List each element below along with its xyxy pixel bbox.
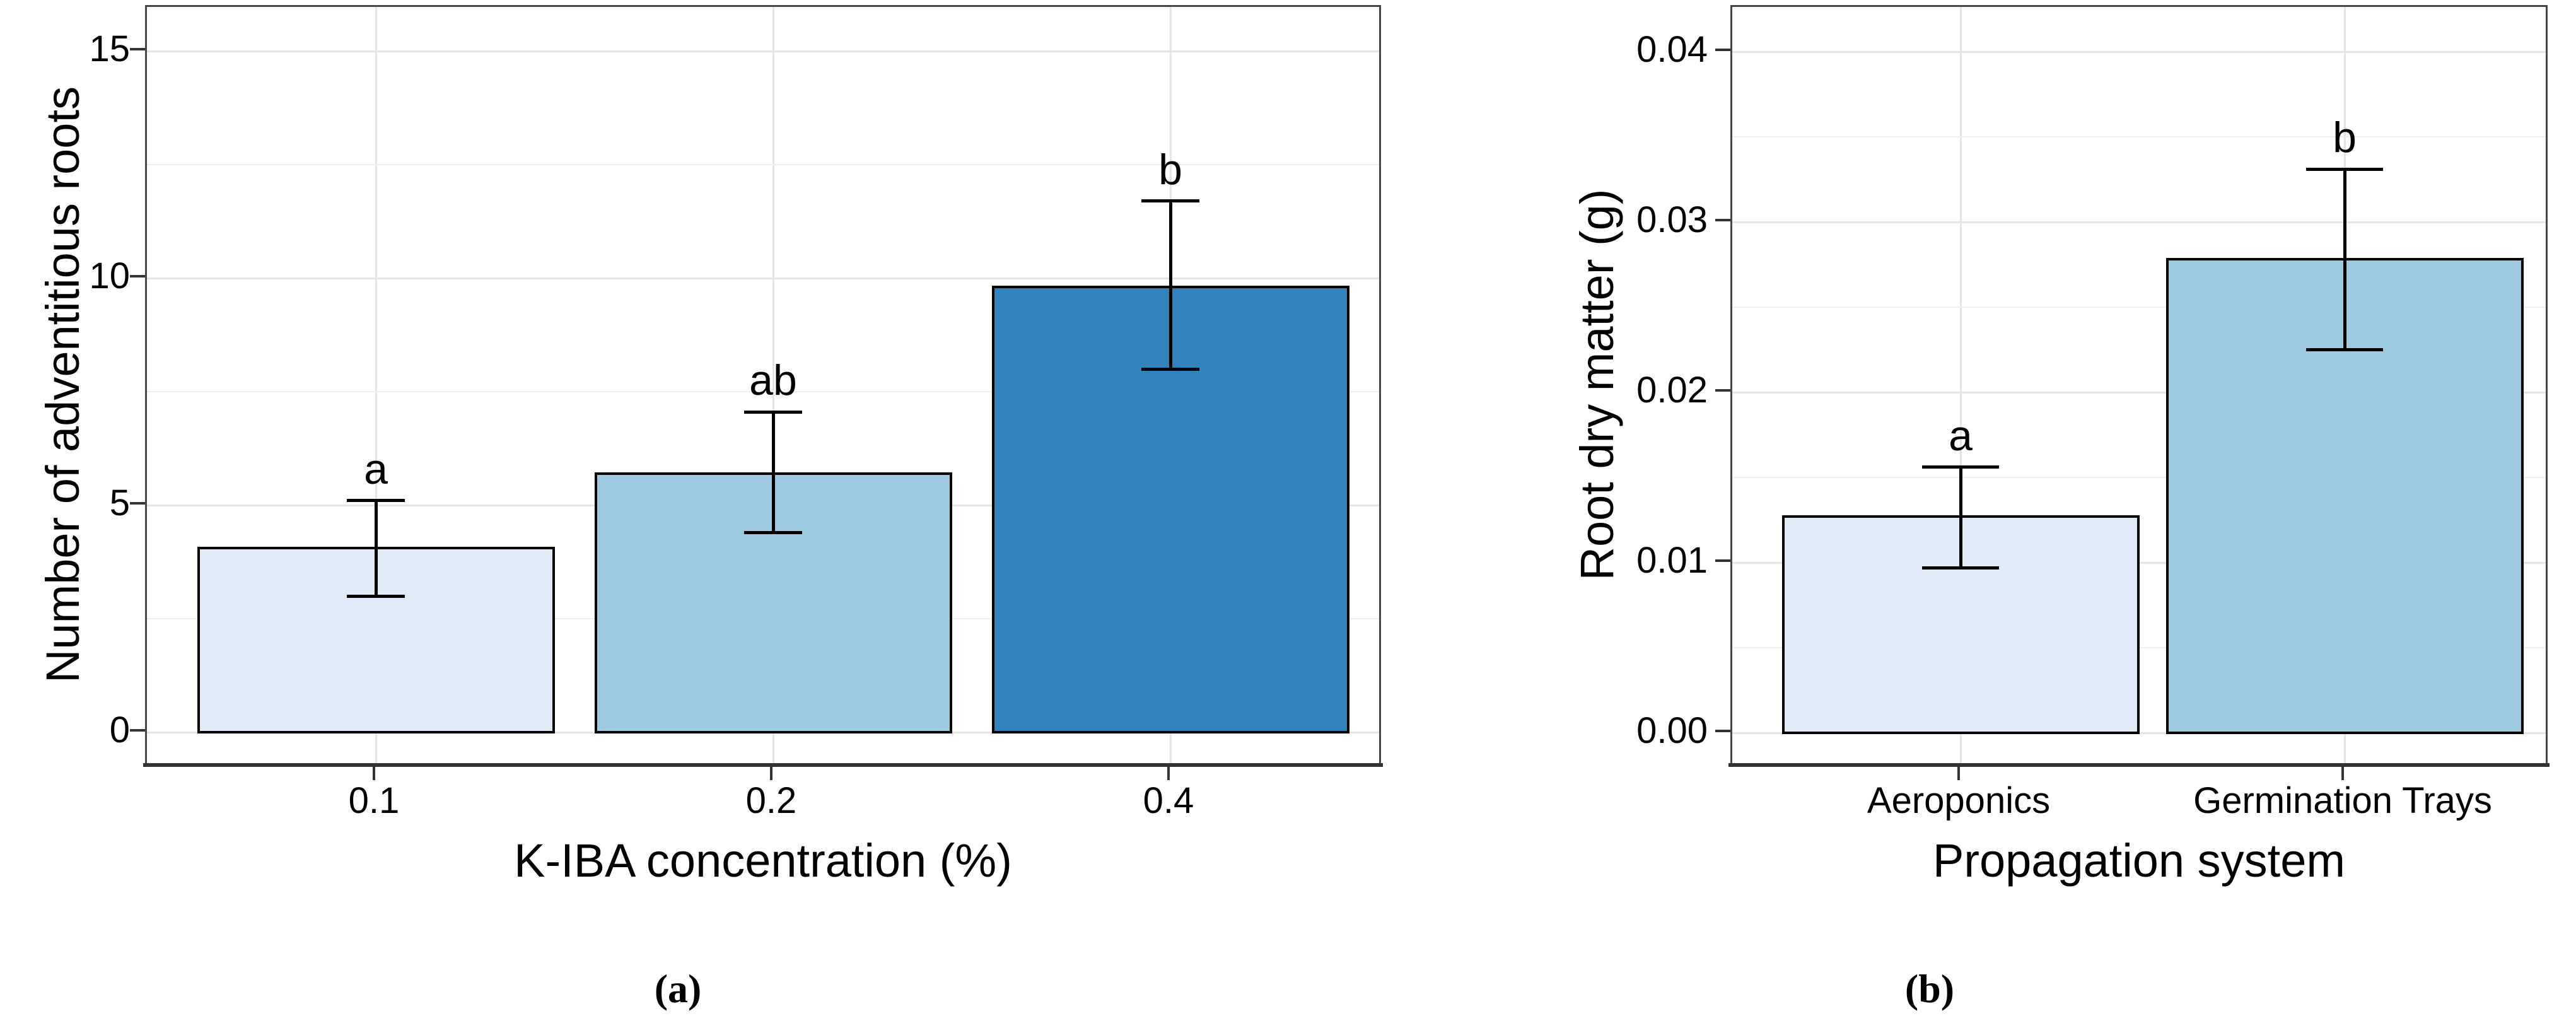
error-bar-cap-upper-Germination Trays — [2306, 167, 2383, 171]
gridline-major-y-10 — [147, 277, 1379, 279]
gridline-major-y-0.02 — [1732, 391, 2546, 394]
significance-letter-ab: ab — [749, 356, 797, 405]
x-tick-label-Germination Trays: Germination Trays — [2193, 780, 2492, 821]
x-tick-0.2 — [770, 765, 772, 780]
error-bar-cap-lower-Germination Trays — [2306, 348, 2383, 351]
gridline-minor-y-7.5 — [147, 391, 1379, 392]
y-tick-0.01 — [1715, 559, 1730, 562]
error-bar-cap-upper-0.2 — [744, 410, 802, 414]
x-tick-Aeroponics — [1957, 765, 1960, 780]
y-tick-10 — [130, 275, 145, 277]
error-bar-cap-lower-0.1 — [347, 594, 405, 598]
error-bar-line-0.2 — [771, 412, 775, 533]
y-tick-5 — [130, 502, 145, 505]
y-tick-label-0.04: 0.04 — [1636, 29, 1708, 70]
y-tick-15 — [130, 48, 145, 50]
x-tick-0.4 — [1167, 765, 1170, 780]
y-tick-0.03 — [1715, 219, 1730, 221]
x-tick-Germination Trays — [2341, 765, 2344, 780]
error-bar-line-0.4 — [1169, 201, 1172, 369]
error-bar-cap-lower-Aeroponics — [1922, 566, 1999, 569]
gridline-vertical-0.2 — [772, 7, 774, 763]
x-tick-label-0.1: 0.1 — [348, 780, 400, 821]
x-tick-label-0.2: 0.2 — [745, 780, 797, 821]
error-bar-cap-upper-0.1 — [347, 499, 405, 503]
y-tick-label-5: 5 — [109, 482, 130, 523]
y-tick-label-15: 15 — [89, 28, 130, 69]
y-tick-0.04 — [1715, 49, 1730, 51]
y-tick-label-0.03: 0.03 — [1636, 199, 1708, 240]
gridline-minor-y-0.025 — [1732, 307, 2546, 308]
y-tick-0.00 — [1715, 730, 1730, 732]
y-tick-0 — [130, 729, 145, 732]
gridline-major-y-0.04 — [1732, 50, 2546, 53]
error-bar-cap-upper-Aeroponics — [1922, 465, 1999, 469]
x-tick-label-0.4: 0.4 — [1143, 780, 1194, 821]
y-tick-label-0.02: 0.02 — [1636, 370, 1708, 411]
significance-letter-a: a — [1949, 411, 1973, 460]
y-tick-0.02 — [1715, 389, 1730, 392]
y-tick-label-10: 10 — [89, 255, 130, 296]
x-tick-0.1 — [373, 765, 375, 780]
panel-caption-a: (a) — [654, 966, 702, 1011]
error-bar-line-0.1 — [374, 500, 378, 596]
x-axis-line-panel-(a) — [143, 763, 1383, 767]
y-tick-label-0.01: 0.01 — [1636, 540, 1708, 581]
significance-letter-b: b — [1158, 145, 1182, 194]
gridline-major-y-15 — [147, 50, 1379, 52]
y-axis-title-panel-a: Number of adventitious roots — [37, 86, 89, 684]
significance-letter-a: a — [364, 445, 388, 493]
gridline-vertical-0.1 — [375, 7, 377, 763]
error-bar-cap-upper-0.4 — [1141, 199, 1199, 203]
plot-panel-(a): a ab b — [145, 5, 1381, 765]
gridline-major-y-0.03 — [1732, 221, 2546, 223]
panel-caption-b: (b) — [1904, 966, 1955, 1011]
gridline-vertical-Aeroponics — [1959, 7, 1962, 763]
error-bar-cap-lower-0.2 — [744, 530, 802, 534]
x-tick-label-Aeroponics: Aeroponics — [1867, 780, 2051, 821]
error-bar-cap-lower-0.4 — [1141, 367, 1199, 371]
y-tick-label-0: 0 — [109, 710, 130, 751]
y-tick-label-0.00: 0.00 — [1636, 710, 1708, 751]
gridline-minor-y-0.015 — [1732, 477, 2546, 478]
x-axis-line-panel-(b) — [1728, 763, 2550, 767]
error-bar-line-Germination Trays — [2343, 169, 2346, 350]
significance-letter-b: b — [2333, 114, 2357, 162]
error-bar-line-Aeroponics — [1959, 467, 1962, 568]
x-axis-title-panel-b: Propagation system — [1932, 834, 2346, 887]
gridline-minor-y-12.5 — [147, 164, 1379, 165]
x-axis-title-panel-a: K-IBA concentration (%) — [514, 834, 1012, 887]
gridline-minor-y-0.035 — [1732, 136, 2546, 137]
